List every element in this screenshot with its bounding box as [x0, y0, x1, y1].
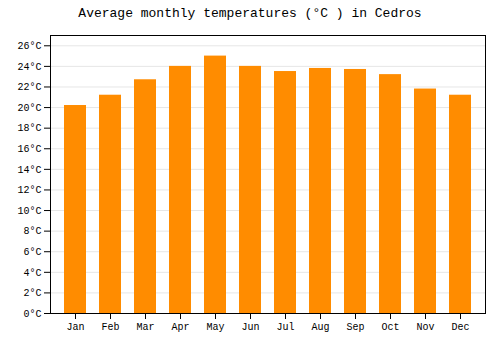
- svg-text:14°C: 14°C: [17, 165, 41, 176]
- svg-text:12°C: 12°C: [17, 185, 41, 196]
- svg-text:Jul: Jul: [276, 322, 294, 333]
- svg-text:Feb: Feb: [101, 322, 119, 333]
- svg-text:4°C: 4°C: [23, 268, 41, 279]
- svg-text:Apr: Apr: [171, 322, 189, 333]
- svg-text:Mar: Mar: [136, 322, 154, 333]
- svg-text:2°C: 2°C: [23, 288, 41, 299]
- svg-text:22°C: 22°C: [17, 82, 41, 93]
- svg-text:10°C: 10°C: [17, 206, 41, 217]
- svg-text:26°C: 26°C: [17, 41, 41, 52]
- svg-text:Jan: Jan: [66, 322, 84, 333]
- svg-text:6°C: 6°C: [23, 247, 41, 258]
- html-text:Average monthly temperatures (: Average monthly temperatures (°C ) in Ce…: [78, 6, 422, 21]
- svg-text:Nov: Nov: [416, 322, 434, 333]
- svg-text:Jun: Jun: [241, 322, 259, 333]
- svg-text:Dec: Dec: [451, 322, 469, 333]
- svg-text:Aug: Aug: [311, 322, 329, 333]
- svg-text:0°C: 0°C: [23, 309, 41, 320]
- svg-text:May: May: [206, 322, 224, 333]
- svg-text:24°C: 24°C: [17, 62, 41, 73]
- svg-text:Oct: Oct: [381, 322, 399, 333]
- svg-text:18°C: 18°C: [17, 123, 41, 134]
- svg-text:16°C: 16°C: [17, 144, 41, 155]
- svg-text:Sep: Sep: [346, 322, 364, 333]
- svg-text:8°C: 8°C: [23, 226, 41, 237]
- svg-text:20°C: 20°C: [17, 103, 41, 114]
